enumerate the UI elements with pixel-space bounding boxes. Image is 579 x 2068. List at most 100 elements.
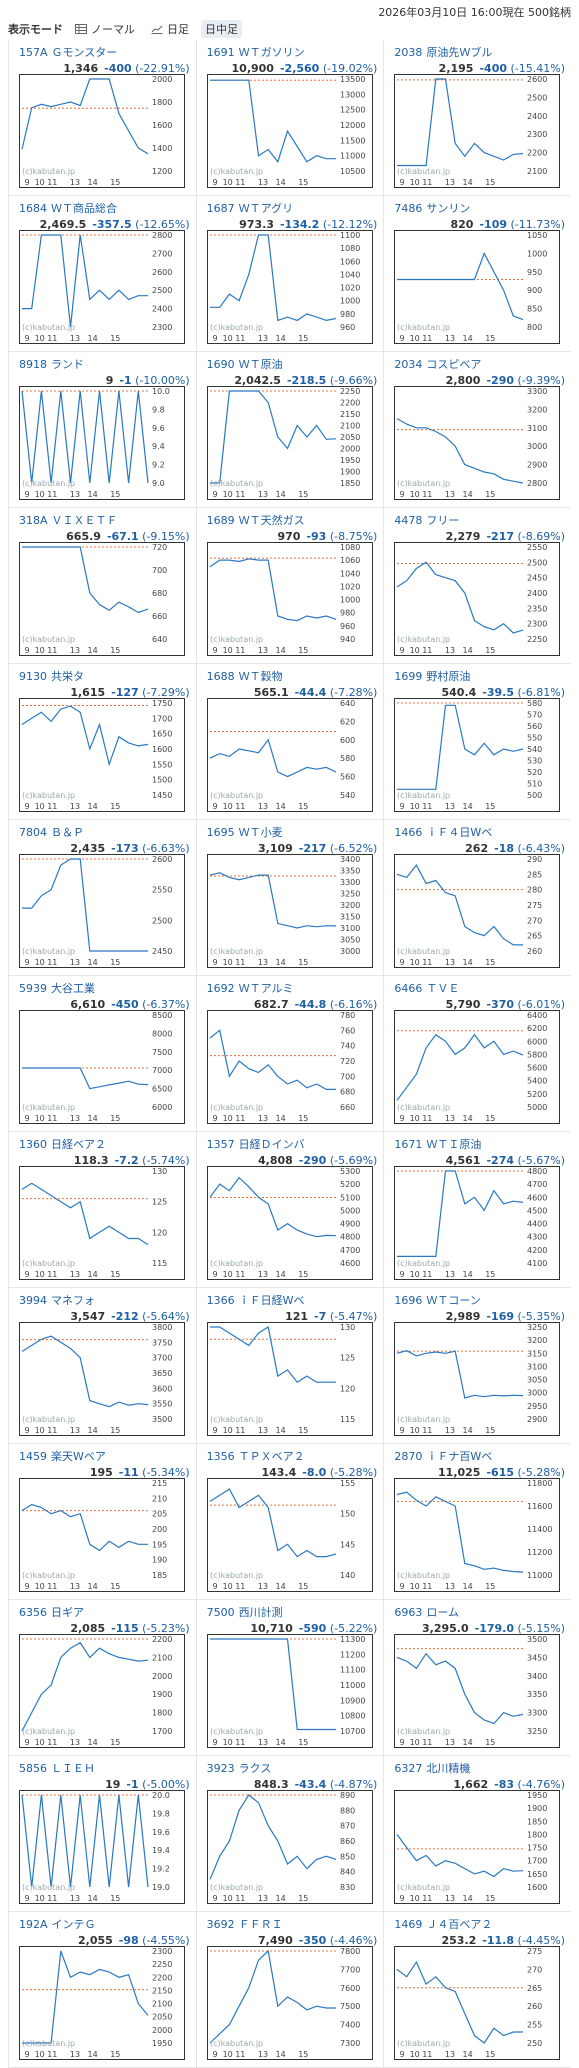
stock-name[interactable]: ＷＴ原油 — [238, 358, 283, 371]
stock-code[interactable]: 6327 — [394, 1762, 423, 1775]
intraday-chart[interactable]: 580 570 560 550 540 530 520 510 500 (c)kabutan.jp… — [394, 698, 561, 812]
stock-code[interactable]: 1692 — [206, 982, 235, 995]
stock-code[interactable]: 1695 — [206, 826, 235, 839]
stock-name[interactable]: 野村原油 — [426, 670, 471, 683]
stock-title-link[interactable]: 1671 ＷＴＩ原油 — [394, 1136, 565, 1152]
stock-name[interactable]: ＷＴガソリン — [238, 46, 305, 59]
intraday-chart-button[interactable]: 日中足 — [201, 20, 242, 38]
intraday-chart[interactable]: 275 270 265 260 255 250 (c)kabutan.jp 9 10 11 13 14… — [394, 1946, 561, 2060]
stock-code[interactable]: 1691 — [206, 46, 235, 59]
stock-name[interactable]: 西川計測 — [238, 1606, 283, 1619]
stock-code[interactable]: 1466 — [394, 826, 423, 839]
stock-name[interactable]: ＷＴ穀物 — [238, 670, 283, 683]
intraday-chart[interactable]: 1750 1700 1650 1600 1550 1500 1450 (c)kabutan.j… — [19, 698, 185, 812]
stock-name[interactable]: ｉＦ４日Wベ — [426, 826, 493, 839]
stock-title-link[interactable]: 6356 日ギア — [19, 1604, 190, 1620]
stock-title-link[interactable]: 2870 ｉＦナ百Wベ — [394, 1448, 565, 1464]
stock-code[interactable]: 1688 — [206, 670, 235, 683]
stock-card[interactable]: 2034 コスピベア 2,800 -290 (-9.39%) 3300 3200 3100 3… — [383, 352, 571, 508]
intraday-chart[interactable]: 8500 8000 7500 7000 6500 6000 (c)kabutan.jp 9 10… — [19, 1010, 185, 1124]
intraday-chart[interactable]: 11300 11200 11100 11000 10900 10800 10700 (c)ka… — [206, 1634, 373, 1748]
stock-card[interactable]: 1671 ＷＴＩ原油 4,561 -274 (-5.67%) 4800 4700 4600 4… — [383, 1132, 571, 1288]
stock-card[interactable]: 6963 ローム 3,295.0 -179.0 (-5.15%) 3500 3450 340… — [383, 1600, 571, 1756]
intraday-chart[interactable]: 2250 2200 2150 2100 2050 2000 1950 1900 1850 (c)k… — [206, 386, 373, 500]
stock-title-link[interactable]: 1687 ＷＴアグリ — [207, 200, 378, 216]
stock-title-link[interactable]: 6466 ＴＶＥ — [394, 980, 565, 996]
stock-card[interactable]: 3692 ＦＦＲＩ 7,490 -350 (-4.46%) 7800 7700 7600 75… — [195, 1912, 384, 2068]
stock-name[interactable]: ローム — [426, 1606, 459, 1619]
stock-title-link[interactable]: 1696 ＷＴコーン — [394, 1292, 565, 1308]
stock-code[interactable]: 1671 — [394, 1138, 423, 1151]
stock-code[interactable]: 3923 — [206, 1762, 235, 1775]
stock-card[interactable]: 1691 ＷＴガソリン 10,900 -2,560 (-19.02%) 13500 130… — [195, 40, 384, 196]
stock-card[interactable]: 8918 ランド 9 -1 (-10.00%) 10.0 9.8 9.6 9.4 9.2 9.0 (… — [8, 352, 196, 508]
stock-title-link[interactable]: 1469 Ｊ４百ベア２ — [394, 1916, 565, 1932]
stock-title-link[interactable]: 5856 ＬＩＥＨ — [19, 1760, 190, 1776]
stock-name[interactable]: 楽天Wベア — [51, 1450, 106, 1463]
stock-code[interactable]: 7804 — [19, 826, 47, 839]
intraday-chart[interactable]: 1100 1080 1060 1040 1020 1000 980 960 (c)kabutan… — [206, 230, 373, 344]
stock-title-link[interactable]: 9130 共栄タ — [19, 668, 190, 684]
stock-title-link[interactable]: 1684 ＷＴ商品総合 — [19, 200, 190, 216]
stock-code[interactable]: 6466 — [394, 982, 423, 995]
intraday-chart[interactable]: 1080 1060 1040 1020 1000 980 960 940 (c)kabutan.… — [206, 542, 373, 656]
stock-name[interactable]: ＴＶＥ — [426, 982, 460, 995]
stock-title-link[interactable]: 1689 ＷＴ天然ガス — [207, 512, 378, 528]
stock-code[interactable]: 2034 — [394, 358, 423, 371]
stock-code[interactable]: 2870 — [394, 1450, 423, 1463]
intraday-chart[interactable]: 3500 3450 3400 3350 3300 3250 (c)kabutan.jp 9 10… — [394, 1634, 561, 1748]
stock-name[interactable]: Ｂ＆Ｐ — [51, 826, 84, 839]
stock-code[interactable]: 5856 — [19, 1762, 47, 1775]
intraday-chart[interactable]: 2600 2500 2400 2300 2200 2100 (c)kabutan.jp 9 10… — [394, 74, 561, 188]
intraday-chart[interactable]: 7800 7700 7600 7500 7400 7300 (c)kabutan.jp 9 10… — [206, 1946, 373, 2060]
stock-code[interactable]: 7500 — [206, 1606, 235, 1619]
intraday-chart[interactable]: 2000 1800 1600 1400 1200 (c)kabutan.jp 9 10 11 13… — [19, 74, 185, 188]
stock-card[interactable]: 6466 ＴＶＥ 5,790 -370 (-6.01%) 6400 6200 6000 580… — [383, 976, 571, 1132]
intraday-chart[interactable]: 1950 1900 1850 1800 1750 1700 1650 1600 (c)kabut… — [394, 1790, 561, 1904]
intraday-chart[interactable]: 1050 1000 950 900 850 800 (c)kabutan.jp 9 10 11 13… — [394, 230, 561, 344]
stock-name[interactable]: ＷＴ小麦 — [238, 826, 283, 839]
stock-title-link[interactable]: 1699 野村原油 — [394, 668, 565, 684]
intraday-chart[interactable]: 2800 2700 2600 2500 2400 2300 (c)kabutan.jp 9 10… — [19, 230, 185, 344]
stock-title-link[interactable]: 8918 ランド — [19, 356, 190, 372]
stock-title-link[interactable]: 7486 サンリン — [394, 200, 565, 216]
stock-card[interactable]: 1688 ＷＴ穀物 565.1 -44.4 (-7.28%) 640 620 600 580 5… — [195, 664, 384, 820]
stock-name[interactable]: ＷＴ商品総合 — [51, 202, 117, 215]
intraday-chart[interactable]: 11800 11600 11400 11200 11000 (c)kabutan.jp 9 1… — [394, 1478, 561, 1592]
intraday-chart[interactable]: 215 210 205 200 195 190 185 (c)kabutan.jp 9 10 11 1… — [19, 1478, 185, 1592]
stock-title-link[interactable]: 5939 大谷工業 — [19, 980, 190, 996]
intraday-chart[interactable]: 290 285 280 275 270 265 260 (c)kabutan.jp 9 10 11 1… — [394, 854, 561, 968]
stock-code[interactable]: 1690 — [206, 358, 235, 371]
stock-card[interactable]: 318A ＶＩＸＥＴＦ 665.9 -67.1 (-9.15%) 720 700 680 66… — [8, 508, 196, 664]
stock-title-link[interactable]: 3923 ラクス — [207, 1760, 378, 1776]
stock-code[interactable]: 4478 — [394, 514, 423, 527]
intraday-chart[interactable]: 130 125 120 115 (c)kabutan.jp 9 10 11 13 14 15 — [19, 1166, 185, 1280]
stock-title-link[interactable]: 6327 北川精機 — [394, 1760, 565, 1776]
stock-title-link[interactable]: 2034 コスピベア — [394, 356, 565, 372]
stock-title-link[interactable]: 1366 ｉＦ日経Wベ — [207, 1292, 378, 1308]
intraday-chart[interactable]: 20.0 19.8 19.6 19.4 19.2 19.0 (c)kabutan.jp 9 10… — [19, 1790, 185, 1904]
stock-card[interactable]: 3994 マネフォ 3,547 -212 (-5.64%) 3800 3750 3700 36… — [8, 1288, 196, 1444]
intraday-chart[interactable]: 130 125 120 115 (c)kabutan.jp 9 10 11 13 14 15 — [206, 1322, 373, 1436]
intraday-chart[interactable]: 3800 3750 3700 3650 3600 3550 3500 (c)kabutan.j… — [19, 1322, 185, 1436]
stock-card[interactable]: 2038 原油先Ｗブル 2,195 -400 (-15.41%) 2600 2500 240… — [383, 40, 571, 196]
stock-card[interactable]: 3923 ラクス 848.3 -43.4 (-4.87%) 890 880 870 860 85… — [195, 1756, 384, 1912]
intraday-chart[interactable]: 13500 13000 12500 12000 11500 11000 10500 (c)ka… — [206, 74, 373, 188]
stock-name[interactable]: ＷＴコーン — [426, 1294, 481, 1307]
stock-card[interactable]: 1469 Ｊ４百ベア２ 253.2 -11.8 (-4.45%) 275 270 265 26… — [383, 1912, 571, 2068]
stock-name[interactable]: ランド — [51, 358, 84, 371]
stock-card[interactable]: 4478 フリー 2,279 -217 (-8.69%) 2550 2500 2450 240… — [383, 508, 571, 664]
stock-name[interactable]: サンリン — [426, 202, 471, 215]
stock-code[interactable]: 1357 — [206, 1138, 235, 1151]
stock-card[interactable]: 1690 ＷＴ原油 2,042.5 -218.5 (-9.66%) 2250 2200 21… — [195, 352, 384, 508]
stock-card[interactable]: 1695 ＷＴ小麦 3,109 -217 (-6.52%) 3400 3350 3300 32… — [195, 820, 384, 976]
daily-chart-button[interactable]: 日足 — [147, 20, 193, 38]
stock-card[interactable]: 1699 野村原油 540.4 -39.5 (-6.81%) 580 570 560 550 5… — [383, 664, 571, 820]
stock-title-link[interactable]: 1357 日経Ｄインバ — [207, 1136, 378, 1152]
stock-title-link[interactable]: 1695 ＷＴ小麦 — [207, 824, 378, 840]
stock-card[interactable]: 9130 共栄タ 1,615 -127 (-7.29%) 1750 1700 1650 160… — [8, 664, 196, 820]
stock-name[interactable]: 日経Ｄインバ — [238, 1138, 305, 1151]
stock-title-link[interactable]: 4478 フリー — [394, 512, 565, 528]
intraday-chart[interactable]: 3250 3200 3150 3100 3050 3000 2950 2900 (c)kabut… — [394, 1322, 561, 1436]
stock-title-link[interactable]: 1360 日経ベア２ — [19, 1136, 190, 1152]
